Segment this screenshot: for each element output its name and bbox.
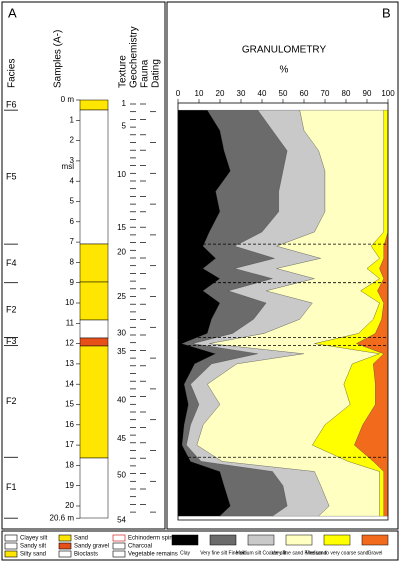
x-tick-label: 40 (258, 89, 267, 98)
depth-tick-label: 2 (70, 136, 75, 145)
sample-label: 25 (117, 292, 126, 301)
depth-tick-label: 20 (65, 501, 74, 510)
chart-title: GRANULOMETRY (242, 45, 327, 56)
chart-subtitle: % (280, 65, 289, 76)
depth-tick-label: 7 (70, 237, 75, 246)
sample-label: 20 (117, 247, 126, 256)
legend-label: Silty sand (20, 552, 46, 558)
legend-swatch (112, 542, 126, 550)
sample-label: 30 (117, 329, 126, 338)
x-tick-label: 20 (216, 89, 225, 98)
legend-swatch (112, 534, 126, 542)
x-tick-label: 90 (363, 89, 372, 98)
column-header: Fauna (140, 59, 151, 88)
legend-label: Sand (74, 536, 88, 542)
column-header: Samples (A-) (53, 30, 64, 88)
legend-label: Gravel (368, 550, 383, 556)
panel-label: B (382, 5, 391, 20)
msl-label: msl (62, 162, 75, 171)
legend-frame (1, 530, 399, 561)
sample-label: 50 (117, 471, 126, 480)
sample-label: 1 (122, 99, 127, 108)
column-header: Dating (151, 59, 162, 88)
x-tick-label: 30 (237, 89, 246, 98)
legend-swatch (112, 550, 126, 558)
facies-label: F5 (6, 172, 17, 182)
depth-tick-label: 11 (66, 318, 75, 327)
depth-tick-label: 17 (65, 440, 74, 449)
legend-label: Clay (180, 550, 191, 556)
depth-tick-label: 1 (70, 115, 75, 124)
legend-swatch (285, 534, 313, 546)
sample-label: 45 (117, 434, 126, 443)
x-tick-label: 100 (381, 89, 395, 98)
depth-tick-label: 14 (65, 379, 74, 388)
depth-tick-label: 5 (70, 197, 75, 206)
legend-swatch (361, 534, 389, 546)
depth-tick-label: 6 (70, 217, 75, 226)
legend-swatch (323, 534, 351, 546)
facies-label: F4 (6, 258, 17, 268)
legend-swatch (4, 550, 18, 558)
x-tick-label: 0 (176, 89, 181, 98)
legend-swatch (171, 534, 199, 546)
column-header: Texture (118, 55, 129, 88)
x-tick-label: 10 (195, 89, 204, 98)
legend-label: Clayey silt (20, 536, 48, 542)
legend-label: Charcoal (128, 544, 152, 550)
depth-tick-label: 20.6 m (50, 513, 75, 522)
panel-label: A (8, 5, 17, 20)
depth-tick-label: 10 (65, 298, 74, 307)
depth-tick-label: 19 (65, 481, 74, 490)
depth-tick-label: 0 m (61, 95, 75, 104)
column-header: Facies (7, 59, 18, 88)
legend-label: Echinoderm spines (128, 536, 179, 542)
legend-swatch (4, 542, 18, 550)
depth-tick-label: 3 (70, 156, 75, 165)
log-column (79, 99, 109, 519)
legend-label: Bioclasts (74, 552, 98, 558)
sample-label: 40 (117, 396, 126, 405)
x-tick-label: 60 (300, 89, 309, 98)
x-tick-label: 50 (279, 89, 288, 98)
sample-label: 15 (117, 223, 126, 232)
legend-label: Medium to very coarse sand (306, 550, 369, 556)
panel-b-frame (166, 1, 399, 530)
x-tick-label: 80 (342, 89, 351, 98)
depth-tick-label: 18 (65, 461, 74, 470)
depth-tick-label: 15 (65, 400, 74, 409)
depth-tick-label: 9 (70, 278, 75, 287)
facies-label: F1 (6, 482, 17, 492)
facies-label: F3 (6, 336, 17, 346)
column-header: Geochemistry (129, 26, 140, 88)
legend-label: Sandy silt (20, 544, 46, 550)
legend-swatch (209, 534, 237, 546)
legend-label: Sandy gravel (74, 544, 109, 550)
legend-swatch (58, 542, 72, 550)
sample-label: 54 (117, 515, 126, 524)
depth-tick-label: 12 (65, 339, 74, 348)
legend-swatch (58, 534, 72, 542)
facies-label: F2 (6, 396, 17, 406)
panel-a-frame (1, 1, 166, 530)
x-tick-label: 70 (321, 89, 330, 98)
depth-tick-label: 4 (70, 176, 75, 185)
legend-label: Medium silt Coarse silt (236, 550, 287, 556)
sample-label: 10 (117, 170, 126, 179)
legend-swatch (58, 550, 72, 558)
legend-label: Vegetable remains (128, 552, 178, 558)
facies-label: F2 (6, 304, 17, 314)
sample-label: 35 (117, 347, 126, 356)
depth-tick-label: 16 (65, 420, 74, 429)
sample-label: 5 (122, 121, 127, 130)
facies-label: F6 (6, 99, 17, 109)
legend-label: Very fine silt Fine silt (200, 550, 246, 556)
legend-swatch (247, 534, 275, 546)
legend-label: Very fine sand Fine sand (271, 550, 326, 556)
legend-swatch (4, 534, 18, 542)
depth-tick-label: 13 (65, 359, 74, 368)
depth-tick-label: 8 (70, 258, 75, 267)
